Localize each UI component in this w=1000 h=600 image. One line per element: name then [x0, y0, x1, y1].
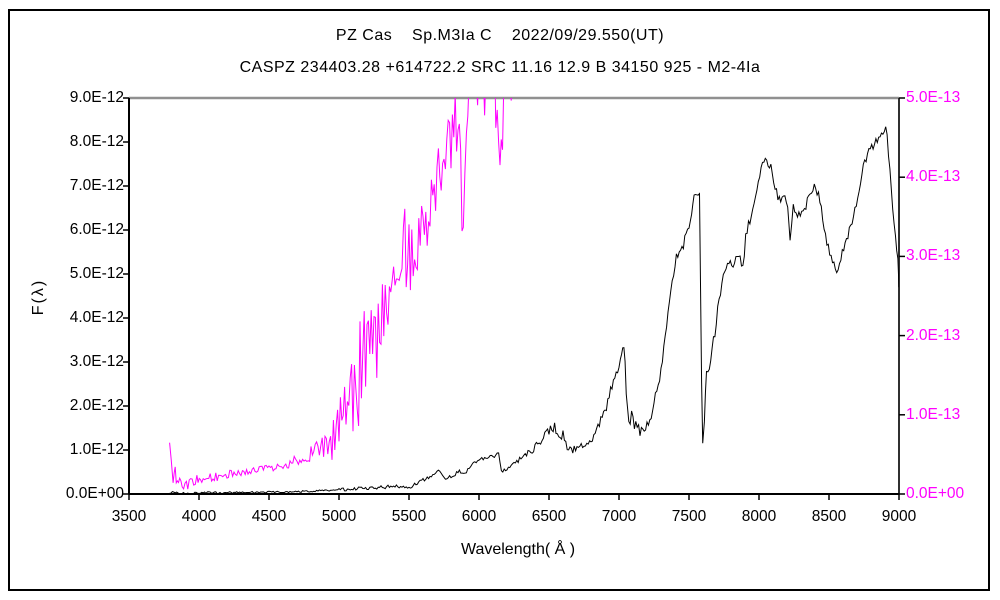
y-left-tick-label: 9.0E-12 [69, 89, 124, 106]
y-left-tick-label: 3.0E-12 [69, 353, 124, 370]
red-region-spectrum-black-curve [169, 126, 899, 494]
x-axis-tick-label: 8500 [811, 508, 847, 525]
y-right-tick-label: 1.0E-13 [906, 405, 961, 423]
x-axis-tick-label: 8000 [741, 508, 777, 525]
x-axis-tick-label: 6000 [461, 508, 497, 525]
plot-frame [128, 96, 900, 495]
y-left-tick-label: 1.0E-12 [69, 441, 124, 458]
y-right-tick-label: 5.0E-13 [906, 89, 961, 106]
x-axis-tick-label: 5500 [391, 508, 427, 525]
x-axis-tick-label: 7000 [601, 508, 637, 525]
y-right-tick-label: 3.0E-13 [906, 247, 961, 265]
chart-subtitle: CASPZ 234403.28 +614722.2 SRC 11.16 12.9… [239, 59, 761, 76]
x-axis-title: Wavelength( Å ) [460, 541, 576, 558]
y-left-tick-label: 2.0E-12 [69, 397, 124, 414]
blue-region-spectrum-magenta-curve [169, 98, 512, 491]
y-left-tick-label: 8.0E-12 [69, 133, 124, 150]
spectrum-curves [169, 98, 899, 494]
axis-tick-marks [123, 97, 905, 500]
y-right-tick-label: 4.0E-13 [906, 168, 961, 186]
y-left-tick-label: 4.0E-12 [69, 309, 124, 326]
y-left-tick-label: 0.0E+00 [65, 485, 124, 502]
x-axis-tick-label: 9000 [881, 508, 917, 525]
y-right-tick-label: 0.0E+00 [906, 485, 965, 502]
x-axis-tick-label: 5000 [321, 508, 357, 525]
outer-border [8, 9, 990, 591]
x-axis-tick-label: 4500 [251, 508, 287, 525]
x-axis-tick-label: 4000 [181, 508, 217, 525]
x-axis-tick-label: 6500 [531, 508, 567, 525]
y-right-tick-label: 2.0E-13 [906, 326, 961, 344]
y-left-tick-label: 7.0E-12 [69, 177, 124, 194]
y-left-tick-label: 5.0E-12 [69, 265, 124, 282]
x-axis-tick-label: 7500 [671, 508, 707, 525]
x-axis-tick-label: 3500 [111, 508, 147, 525]
chart-title: PZ Cas Sp.M3Ia C 2022/09/29.550(UT) [335, 27, 665, 44]
y-left-tick-label: 6.0E-12 [69, 221, 124, 238]
